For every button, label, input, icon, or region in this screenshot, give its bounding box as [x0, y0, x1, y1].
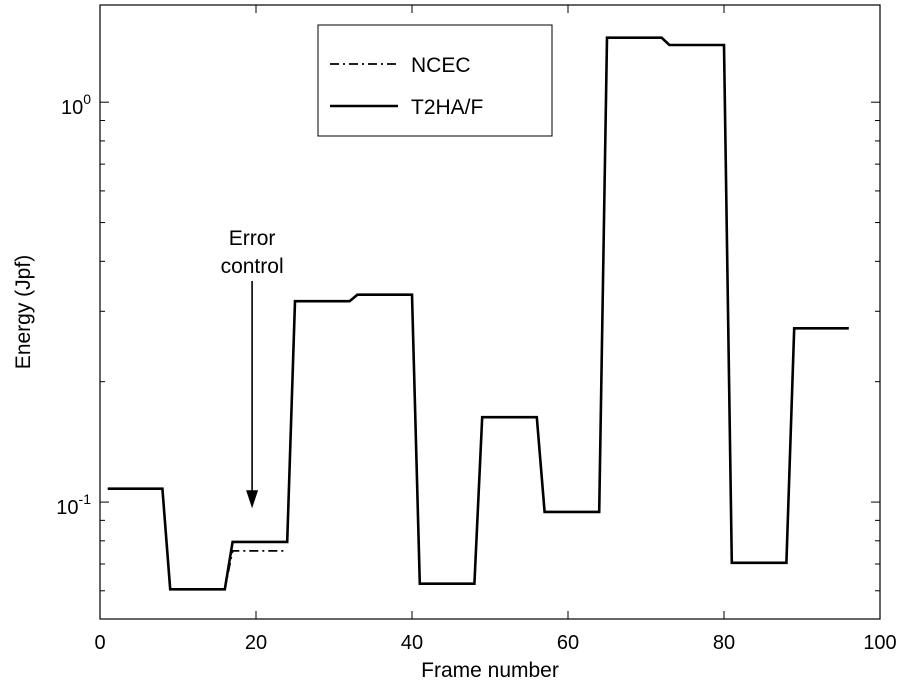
legend-label: NCEC	[411, 54, 471, 77]
x-tick-label: 100	[863, 632, 896, 654]
y-tick-label-base: 10	[56, 497, 78, 519]
x-tick-label: 60	[557, 632, 579, 654]
series-line-t2ha-f	[107, 36, 849, 591]
series-layer	[107, 36, 849, 591]
axis-ticks	[99, 5, 881, 619]
y-tick-label-exponent: -1	[79, 491, 92, 507]
x-tick-label: 0	[94, 632, 105, 654]
legend-label: T2HA/F	[411, 96, 483, 119]
x-axis-title: Frame number	[421, 659, 559, 682]
x-tick-label: 80	[713, 632, 735, 654]
x-tick-label: 20	[245, 632, 267, 654]
legend: NCEC T2HA/F	[317, 24, 553, 137]
y-tick-label-exponent: 0	[83, 91, 91, 107]
annotation-text: Error	[229, 227, 276, 250]
annotation-text: control	[221, 255, 284, 278]
legend-box	[317, 24, 553, 137]
y-tick-label-base: 10	[61, 97, 83, 119]
annotation-arrow-head	[246, 490, 259, 509]
y-axis-title: Energy (Jpf)	[12, 255, 35, 369]
annotations: Error control	[221, 227, 284, 509]
y-tick-label: 100	[61, 91, 91, 119]
y-tick-label: 10-1	[56, 491, 91, 519]
x-tick-label: 40	[401, 632, 423, 654]
